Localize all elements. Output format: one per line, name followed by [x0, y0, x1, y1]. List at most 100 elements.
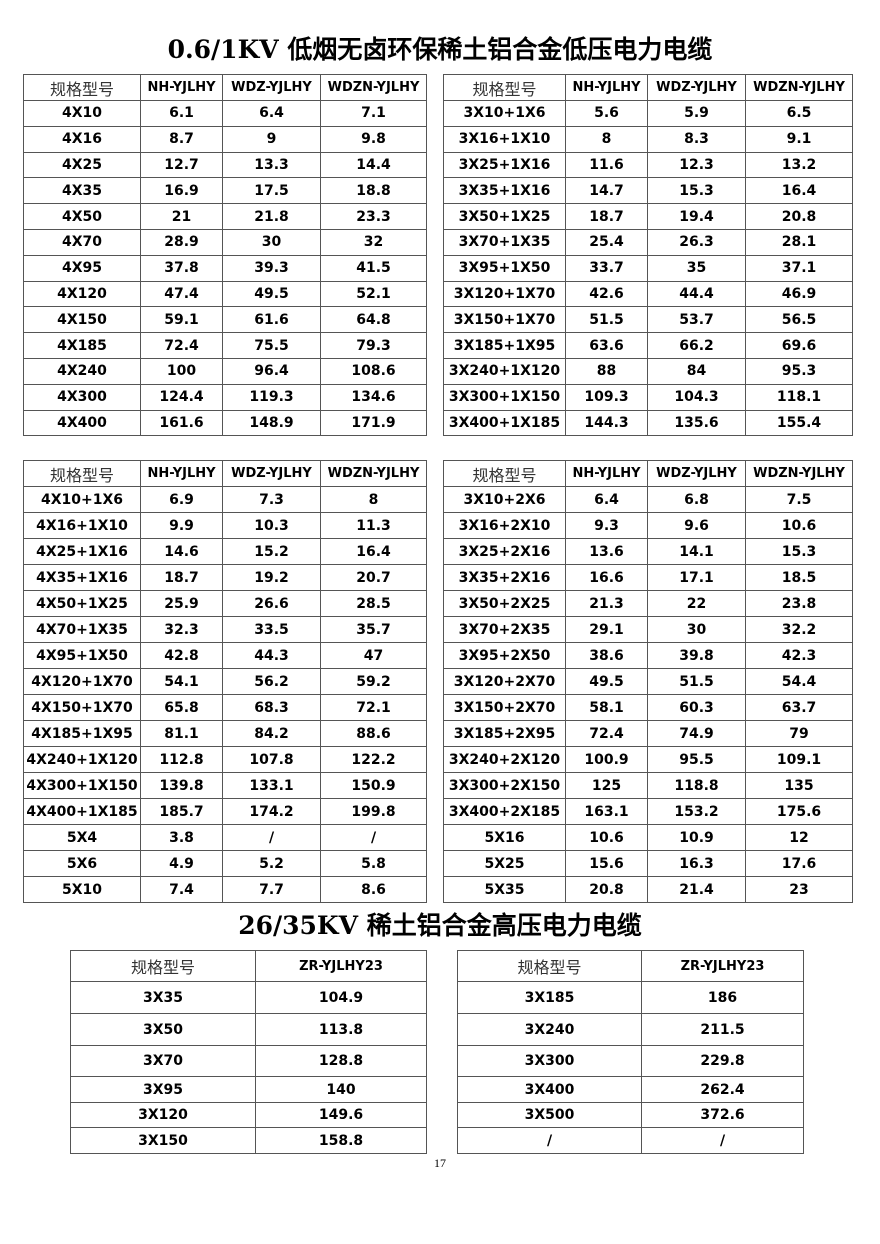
- value-cell: 21.4: [647, 876, 746, 903]
- value-cell: 175.6: [745, 798, 853, 825]
- spec-cell: 3X400: [457, 1076, 642, 1103]
- value-cell: 26.3: [647, 228, 746, 256]
- value-cell: 17.6: [745, 850, 853, 877]
- high-voltage-table-right: 规格型号 ZR-YJLHY23 3X185 186 3X240 211.5 3X300 229…: [457, 950, 804, 1154]
- value-cell: 37.8: [140, 254, 223, 282]
- spec-cell: 3X95: [70, 1076, 256, 1103]
- value-cell: 74.9: [647, 720, 746, 747]
- spec-cell: 3X300+2X150: [443, 772, 566, 799]
- spec-cell: 4X25: [23, 151, 141, 179]
- table-row: 3X35 104.9: [70, 981, 427, 1014]
- spec-cell: 3X95+1X50: [443, 254, 566, 282]
- table-row: 3X185+2X95 72.4 74.9 79: [443, 720, 853, 747]
- value-cell: 9.1: [745, 125, 853, 153]
- value-cell: 59.1: [140, 306, 223, 334]
- header-row: 规格型号 NH-YJLHY WDZ-YJLHY WDZN-YJLHY: [23, 460, 427, 487]
- table-row: 3X300 229.8: [457, 1045, 804, 1077]
- spec-cell: 4X185+1X95: [23, 720, 141, 747]
- value-cell: 60.3: [647, 694, 746, 721]
- table-row: 4X70+1X35 32.3 33.5 35.7: [23, 616, 427, 643]
- page-number: 17: [434, 1156, 446, 1170]
- value-cell: 119.3: [222, 383, 321, 411]
- spec-cell: 3X240: [457, 1013, 642, 1046]
- value-cell: 54.1: [140, 668, 223, 695]
- spec-cell: 3X95+2X50: [443, 642, 566, 669]
- table-row: 4X400 161.6 148.9 171.9: [23, 409, 427, 437]
- spec-cell: 4X400: [23, 409, 141, 437]
- table-row: 5X4 3.8//: [23, 824, 427, 851]
- spec-cell: 3X50+2X25: [443, 590, 566, 617]
- value-cell: 3.8: [140, 824, 223, 851]
- table-row: 4X150+1X70 65.8 68.3 72.1: [23, 694, 427, 721]
- value-cell: 44.4: [647, 280, 746, 308]
- value-cell: 18.7: [565, 203, 648, 230]
- value-cell: 16.3: [647, 850, 746, 877]
- spec-cell: 4X95: [23, 254, 141, 282]
- column-header: NH-YJLHY: [565, 460, 648, 487]
- spec-cell: 3X500: [457, 1102, 642, 1128]
- value-cell: 21: [140, 203, 223, 230]
- value-cell: 16.9: [140, 177, 223, 205]
- table-row: 4X10+1X6 6.9 7.3 8: [23, 486, 427, 513]
- spec-cell: /: [457, 1127, 642, 1154]
- value-cell: 9.9: [140, 512, 223, 539]
- value-cell: 9.3: [565, 512, 648, 539]
- value-cell: 108.6: [320, 357, 427, 385]
- value-cell: 33.5: [222, 616, 321, 643]
- value-cell: 7.3: [222, 486, 321, 513]
- table-row: 3X400 262.4: [457, 1076, 804, 1103]
- value-cell: 14.4: [320, 151, 427, 179]
- column-header: ZR-YJLHY23: [255, 950, 427, 982]
- table-row: 3X25+1X16 11.6 12.3 13.2: [443, 151, 853, 179]
- value-cell: 69.6: [745, 332, 853, 359]
- value-cell: 6.9: [140, 486, 223, 513]
- value-cell: 100.9: [565, 746, 648, 773]
- value-cell: 150.9: [320, 772, 427, 799]
- value-cell: 211.5: [641, 1013, 804, 1046]
- table-row: 4X70 28.9 30 32: [23, 228, 427, 256]
- table-row: 3X120 149.6: [70, 1102, 427, 1128]
- value-cell: 47.4: [140, 280, 223, 308]
- value-cell: 5.8: [320, 850, 427, 877]
- value-cell: 51.5: [565, 306, 648, 334]
- value-cell: 262.4: [641, 1076, 804, 1103]
- value-cell: 4.9: [140, 850, 223, 877]
- spec-cell: 5X25: [443, 850, 566, 877]
- value-cell: 25.9: [140, 590, 223, 617]
- value-cell: 125: [565, 772, 648, 799]
- spec-cell: 5X10: [23, 876, 141, 903]
- value-cell: 174.2: [222, 798, 321, 825]
- column-header: WDZ-YJLHY: [647, 74, 746, 101]
- table-row: 3X240+1X120 88 84 95.3: [443, 357, 853, 385]
- table-row: 3X120+2X70 49.5 51.5 54.4: [443, 668, 853, 695]
- value-cell: 68.3: [222, 694, 321, 721]
- spec-cell: 4X300: [23, 383, 141, 411]
- value-cell: 15.6: [565, 850, 648, 877]
- spec-cell: 3X25+2X16: [443, 538, 566, 565]
- value-cell: 54.4: [745, 668, 853, 695]
- value-cell: 158.8: [255, 1127, 427, 1154]
- table-row: 4X95 37.8 39.3 41.5: [23, 254, 427, 282]
- spec-cell: 4X70: [23, 228, 141, 256]
- value-cell: 135: [745, 772, 853, 799]
- spec-cell: 3X70+1X35: [443, 228, 566, 256]
- spec-cell: 4X300+1X150: [23, 772, 141, 799]
- value-cell: /: [320, 824, 427, 851]
- value-cell: 17.1: [647, 564, 746, 591]
- spec-cell: 3X70+2X35: [443, 616, 566, 643]
- table-row: 3X500 372.6: [457, 1102, 804, 1128]
- column-header: 规格型号: [457, 950, 642, 982]
- value-cell: 28.9: [140, 228, 223, 256]
- value-cell: 133.1: [222, 772, 321, 799]
- spec-cell: 4X120: [23, 280, 141, 308]
- value-cell: 95.3: [745, 357, 853, 385]
- value-cell: 124.4: [140, 383, 223, 411]
- value-cell: 11.6: [565, 151, 648, 179]
- value-cell: 14.1: [647, 538, 746, 565]
- value-cell: 13.3: [222, 151, 321, 179]
- header-row: 规格型号 NH-YJLHY WDZ-YJLHY WDZN-YJLHY: [443, 74, 853, 101]
- value-cell: 18.7: [140, 564, 223, 591]
- value-cell: 23.3: [320, 203, 427, 230]
- value-cell: 6.4: [222, 100, 321, 127]
- value-cell: 8: [565, 125, 648, 153]
